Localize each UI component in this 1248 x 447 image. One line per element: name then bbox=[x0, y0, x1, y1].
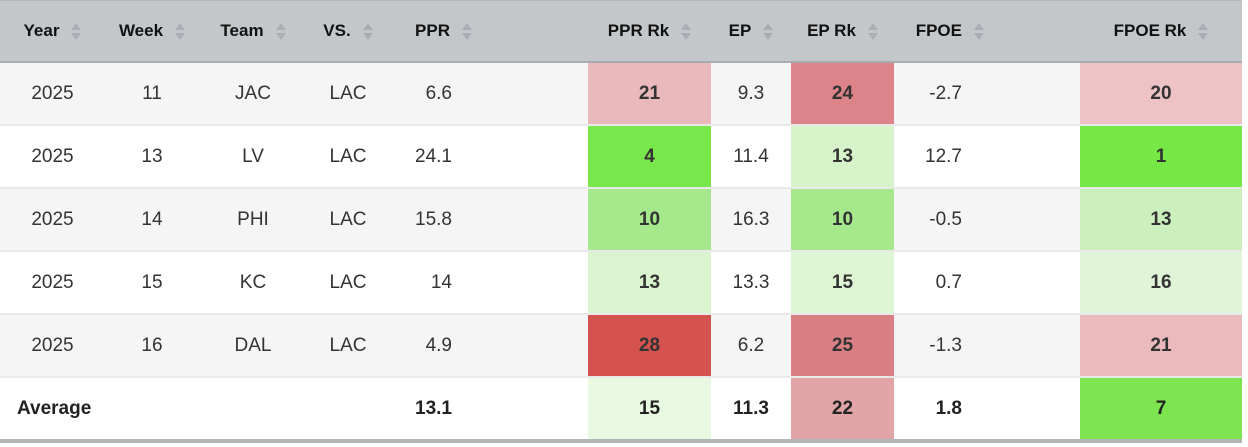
cell-ppr-rank: 21 bbox=[588, 62, 711, 125]
column-header-ep[interactable]: EP bbox=[711, 0, 791, 63]
cell-ep: 6.2 bbox=[711, 313, 791, 377]
cell-team: PHI bbox=[199, 187, 307, 251]
column-header-label: VS. bbox=[323, 21, 351, 41]
table-header-row: Year Week Team VS. PPR PPR Rk EP EP Rk bbox=[0, 0, 1242, 63]
cell-year: 2025 bbox=[0, 124, 105, 188]
column-header-fpoe-rk[interactable]: FPOE Rk bbox=[1080, 0, 1242, 63]
cell-ep-rank: 25 bbox=[791, 313, 894, 377]
cell-team: LV bbox=[199, 124, 307, 188]
cell-week: 16 bbox=[105, 313, 199, 377]
column-header-label: Year bbox=[23, 21, 60, 41]
cell-fpoe: 12.7 bbox=[894, 124, 1080, 188]
column-header-label: PPR Rk bbox=[607, 21, 670, 41]
sort-arrows-icon bbox=[275, 22, 286, 40]
table-row: 2025 14 PHI LAC 15.8 10 16.3 10 -0.5 13 bbox=[0, 187, 1242, 251]
cell-avg-ep: 11.3 bbox=[711, 376, 791, 441]
cell-avg-fpoe: 1.8 bbox=[894, 376, 1080, 441]
sort-arrows-icon bbox=[462, 22, 472, 40]
cell-fpoe-rank: 13 bbox=[1080, 187, 1242, 251]
cell-vs: LAC bbox=[307, 250, 389, 314]
column-header-year[interactable]: Year bbox=[0, 0, 105, 63]
cell-team: JAC bbox=[199, 62, 307, 125]
table-row: 2025 16 DAL LAC 4.9 28 6.2 25 -1.3 21 bbox=[0, 313, 1242, 377]
cell-week: 11 bbox=[105, 62, 199, 125]
cell-fpoe-rank: 16 bbox=[1080, 250, 1242, 314]
cell-fpoe: -2.7 bbox=[894, 62, 1080, 125]
column-header-label: FPOE bbox=[915, 21, 962, 41]
sort-arrows-icon bbox=[974, 22, 984, 40]
column-header-ppr-rk[interactable]: PPR Rk bbox=[588, 0, 711, 63]
column-header-label: EP Rk bbox=[807, 21, 856, 41]
column-header-ppr[interactable]: PPR bbox=[389, 0, 588, 63]
cell-ppr: 4.9 bbox=[389, 313, 588, 377]
cell-ep-rank: 13 bbox=[791, 124, 894, 188]
average-row: Average 13.1 15 11.3 22 1.8 7 bbox=[0, 376, 1242, 441]
cell-ep-rank: 10 bbox=[791, 187, 894, 251]
column-header-ep-rk[interactable]: EP Rk bbox=[791, 0, 894, 63]
cell-ppr-rank: 4 bbox=[588, 124, 711, 188]
cell-year: 2025 bbox=[0, 313, 105, 377]
cell-fpoe-rank: 20 bbox=[1080, 62, 1242, 125]
cell-ppr-rank: 10 bbox=[588, 187, 711, 251]
sort-arrows-icon bbox=[867, 22, 878, 40]
cell-ppr: 14 bbox=[389, 250, 588, 314]
cell-ppr: 24.1 bbox=[389, 124, 588, 188]
cell-week-empty bbox=[105, 376, 199, 441]
table-row: 2025 15 KC LAC 14 13 13.3 15 0.7 16 bbox=[0, 250, 1242, 314]
table-row: 2025 13 LV LAC 24.1 4 11.4 13 12.7 1 bbox=[0, 124, 1242, 188]
cell-ppr: 15.8 bbox=[389, 187, 588, 251]
cell-avg-ppr: 13.1 bbox=[389, 376, 588, 441]
cell-avg-fpoe-rank: 7 bbox=[1080, 376, 1242, 441]
cell-vs: LAC bbox=[307, 187, 389, 251]
sort-arrows-icon bbox=[681, 22, 692, 40]
cell-year: 2025 bbox=[0, 250, 105, 314]
column-header-label: Week bbox=[118, 21, 164, 41]
cell-fpoe-rank: 1 bbox=[1080, 124, 1242, 188]
sort-arrows-icon bbox=[71, 22, 82, 40]
sort-arrows-icon bbox=[175, 22, 186, 40]
cell-team-empty bbox=[199, 376, 307, 441]
cell-team: DAL bbox=[199, 313, 307, 377]
cell-ep: 13.3 bbox=[711, 250, 791, 314]
cell-ppr-rank: 13 bbox=[588, 250, 711, 314]
cell-vs-empty bbox=[307, 376, 389, 441]
average-label: Average bbox=[0, 376, 105, 441]
cell-ep: 11.4 bbox=[711, 124, 791, 188]
cell-ep-rank: 24 bbox=[791, 62, 894, 125]
column-header-label: Team bbox=[220, 21, 264, 41]
cell-avg-ppr-rank: 15 bbox=[588, 376, 711, 441]
column-header-team[interactable]: Team bbox=[199, 0, 307, 63]
column-header-vs[interactable]: VS. bbox=[307, 0, 389, 63]
cell-ep: 9.3 bbox=[711, 62, 791, 125]
cell-week: 13 bbox=[105, 124, 199, 188]
sort-arrows-icon bbox=[1198, 22, 1209, 40]
cell-vs: LAC bbox=[307, 62, 389, 125]
cell-vs: LAC bbox=[307, 124, 389, 188]
cell-ep-rank: 15 bbox=[791, 250, 894, 314]
cell-year: 2025 bbox=[0, 187, 105, 251]
column-header-label: FPOE Rk bbox=[1113, 21, 1187, 41]
column-header-week[interactable]: Week bbox=[105, 0, 199, 63]
sort-arrows-icon bbox=[763, 22, 774, 40]
cell-ppr-rank: 28 bbox=[588, 313, 711, 377]
table-row: 2025 11 JAC LAC 6.6 21 9.3 24 -2.7 20 bbox=[0, 62, 1242, 125]
cell-fpoe: -0.5 bbox=[894, 187, 1080, 251]
column-header-label: PPR bbox=[415, 21, 450, 41]
cell-team: KC bbox=[199, 250, 307, 314]
cell-ppr: 6.6 bbox=[389, 62, 588, 125]
cell-ep: 16.3 bbox=[711, 187, 791, 251]
column-header-fpoe[interactable]: FPOE bbox=[894, 0, 1080, 63]
cell-fpoe: 0.7 bbox=[894, 250, 1080, 314]
cell-week: 15 bbox=[105, 250, 199, 314]
cell-fpoe-rank: 21 bbox=[1080, 313, 1242, 377]
cell-fpoe: -1.3 bbox=[894, 313, 1080, 377]
cell-week: 14 bbox=[105, 187, 199, 251]
cell-year: 2025 bbox=[0, 62, 105, 125]
sort-arrows-icon bbox=[362, 22, 373, 40]
cell-avg-ep-rank: 22 bbox=[791, 376, 894, 441]
column-header-label: EP bbox=[728, 21, 752, 41]
cell-vs: LAC bbox=[307, 313, 389, 377]
